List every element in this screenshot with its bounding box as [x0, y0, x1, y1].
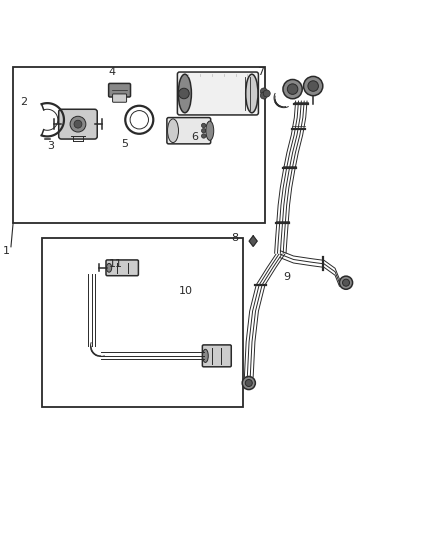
Circle shape [74, 120, 82, 128]
Circle shape [242, 376, 255, 390]
FancyBboxPatch shape [202, 345, 231, 367]
Text: 2: 2 [21, 97, 28, 107]
Text: 10: 10 [179, 286, 193, 296]
Circle shape [70, 116, 86, 132]
Circle shape [343, 279, 350, 286]
Bar [42, 238, 243, 407]
FancyBboxPatch shape [59, 109, 97, 139]
Circle shape [263, 90, 270, 97]
Circle shape [283, 79, 302, 99]
Circle shape [260, 92, 267, 99]
Text: 3: 3 [47, 141, 54, 151]
Text: 9: 9 [283, 272, 290, 282]
Text: 6: 6 [191, 132, 198, 142]
FancyBboxPatch shape [106, 260, 138, 276]
Circle shape [245, 379, 252, 386]
Text: 7: 7 [257, 67, 264, 77]
Ellipse shape [168, 119, 179, 142]
Circle shape [304, 76, 323, 96]
Text: 4: 4 [108, 67, 115, 77]
FancyBboxPatch shape [109, 84, 131, 97]
Ellipse shape [246, 74, 258, 113]
Circle shape [201, 128, 206, 133]
Circle shape [287, 84, 298, 94]
Circle shape [179, 88, 189, 99]
Ellipse shape [106, 263, 112, 272]
Polygon shape [249, 236, 257, 246]
Circle shape [260, 88, 267, 95]
Text: 1: 1 [3, 246, 10, 256]
FancyBboxPatch shape [113, 94, 127, 102]
Circle shape [308, 81, 318, 91]
FancyBboxPatch shape [167, 118, 211, 144]
FancyBboxPatch shape [177, 72, 258, 115]
Text: 11: 11 [109, 260, 123, 269]
Circle shape [201, 134, 206, 138]
Bar [13, 67, 265, 223]
Circle shape [339, 276, 353, 289]
Circle shape [201, 123, 206, 128]
Text: 5: 5 [121, 139, 128, 149]
Text: 8: 8 [231, 233, 238, 243]
Ellipse shape [202, 349, 208, 362]
Ellipse shape [206, 121, 214, 140]
Ellipse shape [178, 74, 191, 113]
